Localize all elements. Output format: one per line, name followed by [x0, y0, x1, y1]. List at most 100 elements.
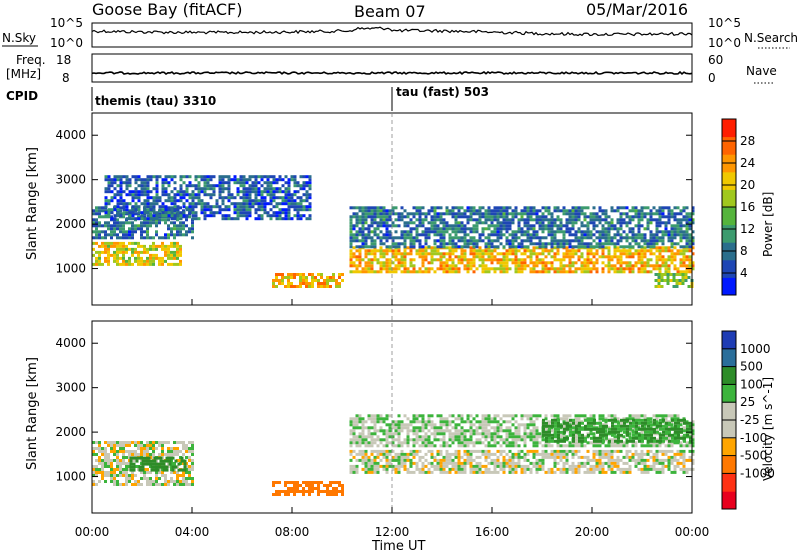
power-echo-cell: [191, 190, 195, 194]
power-echo-cell: [532, 264, 536, 268]
power-echo-cell: [672, 273, 676, 276]
velocity-echo-cell: [433, 464, 437, 468]
velocity-echo-cell: [595, 467, 599, 471]
velocity-echo-cell: [535, 432, 539, 436]
power-echo-cell: [203, 184, 207, 188]
power-echo-cell: [679, 221, 683, 225]
velocity-echo-cell: [454, 426, 458, 430]
velocity-echo-cell: [637, 452, 641, 456]
power-echo-cell: [487, 227, 491, 231]
power-echo-cell: [278, 190, 282, 194]
power-echo-cell: [685, 218, 689, 222]
power-echo-cell: [658, 230, 662, 234]
power-echo-cell: [385, 249, 389, 253]
power-echo-cell: [586, 252, 590, 256]
velocity-echo-cell: [355, 464, 359, 468]
power-echo-cell: [152, 205, 156, 209]
power-echo-cell: [544, 264, 548, 268]
velocity-echo-cell: [604, 461, 608, 465]
power-echo-cell: [406, 246, 410, 250]
velocity-echo-cell: [580, 461, 584, 465]
power-echo-cell: [367, 209, 371, 213]
velocity-echo-cell: [562, 452, 566, 456]
velocity-echo-cell: [167, 453, 170, 456]
velocity-echo-cell: [101, 477, 104, 480]
power-echo-cell: [568, 233, 572, 237]
velocity-echo-cell: [514, 455, 518, 459]
power-echo-cell: [311, 282, 314, 285]
power-echo-cell: [475, 218, 479, 222]
velocity-echo-cell: [469, 432, 473, 436]
power-echo-cell: [502, 264, 506, 268]
velocity-echo-cell: [511, 458, 515, 462]
power-echo-cell: [194, 184, 198, 188]
power-echo-cell: [622, 267, 626, 271]
velocity-echo-cell: [406, 417, 410, 421]
power-echo-cell: [355, 218, 359, 222]
power-echo-cell: [173, 262, 176, 266]
power-echo-cell: [388, 270, 392, 274]
velocity-echo-cell: [457, 461, 461, 465]
velocity-echo-cell: [125, 441, 128, 444]
power-echo-cell: [673, 255, 677, 259]
power-echo-cell: [427, 267, 431, 271]
power-echo-cell: [598, 209, 602, 213]
velocity-echo-cell: [442, 470, 446, 474]
power-echo-cell: [538, 218, 542, 222]
power-echo-cell: [637, 245, 641, 249]
velocity-echo-cell: [601, 467, 605, 471]
power-echo-cell: [571, 245, 575, 249]
power-echo-cell: [568, 264, 572, 268]
power-echo-cell: [131, 205, 135, 209]
power-echo-cell: [442, 239, 446, 243]
power-echo-cell: [445, 270, 449, 274]
power-echo-cell: [595, 242, 599, 246]
velocity-echo-cell: [107, 453, 110, 456]
power-echo-cell: [173, 244, 176, 248]
velocity-echo-cell: [332, 493, 335, 496]
power-echo-cell: [487, 270, 491, 274]
power-echo-cell: [649, 245, 653, 249]
power-echo-cell: [194, 175, 198, 179]
power-echo-cell: [161, 181, 165, 185]
power-echo-cell: [682, 258, 686, 262]
power-echo-cell: [529, 227, 533, 231]
power-echo-cell: [421, 245, 425, 249]
power-echo-cell: [655, 264, 659, 268]
velocity-echo-cell: [125, 465, 128, 468]
velocity-echo-cell: [370, 461, 374, 465]
power-echo-cell: [394, 264, 398, 268]
velocity-echo-cell: [550, 470, 554, 474]
velocity-echo-cell: [424, 435, 428, 439]
power-echo-cell: [685, 212, 689, 216]
velocity-echo-cell: [98, 480, 101, 483]
power-echo-cell: [622, 212, 626, 216]
velocity-echo-cell: [170, 453, 173, 456]
power-echo-cell: [628, 267, 632, 271]
power-echo-cell: [155, 256, 158, 260]
velocity-echo-cell: [682, 452, 686, 456]
power-echo-cell: [361, 270, 365, 274]
velocity-echo-cell: [98, 456, 101, 459]
power-echo-cell: [481, 270, 485, 274]
power-echo-cell: [604, 264, 608, 268]
power-echo-cell: [610, 242, 614, 246]
power-echo-cell: [290, 196, 294, 200]
power-echo-cell: [523, 239, 527, 243]
velocity-echo-cell: [125, 462, 128, 465]
power-echo-cell: [415, 252, 419, 256]
power-echo-cell: [484, 215, 488, 219]
power-echo-cell: [137, 241, 140, 245]
power-echo-cell: [619, 264, 623, 268]
power-echo-cell: [242, 211, 246, 215]
velocity-echo-cell: [568, 449, 572, 453]
velocity-data-layer: [92, 414, 695, 496]
velocity-echo-cell: [116, 465, 119, 468]
velocity-echo-cell: [131, 483, 134, 486]
power-echo-cell: [134, 217, 138, 221]
power-echo-cell: [101, 206, 104, 210]
power-echo-cell: [155, 233, 158, 237]
power-echo-cell: [643, 252, 647, 256]
power-echo-cell: [269, 175, 273, 179]
velocity-echo-cell: [418, 435, 422, 439]
